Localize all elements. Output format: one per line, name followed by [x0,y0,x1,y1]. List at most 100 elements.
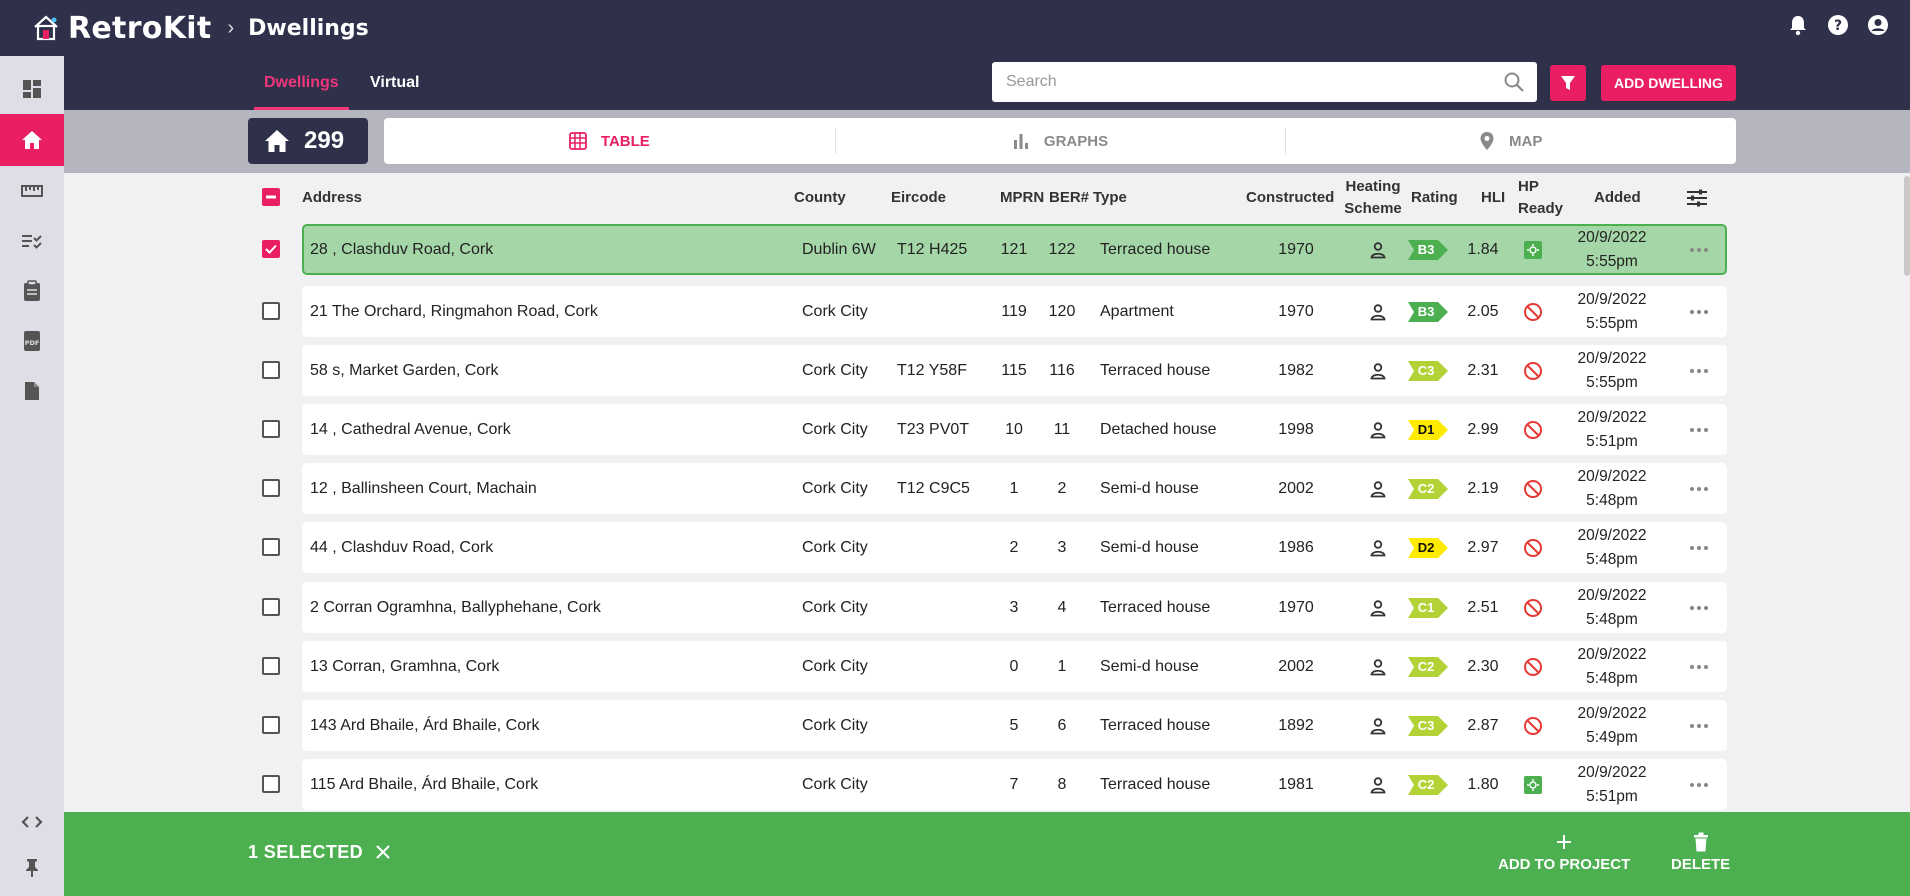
cell-rating: C2 [1408,463,1448,514]
col-constructed[interactable]: Constructed [1246,189,1335,207]
cell-constructed: 1970 [1278,240,1314,258]
row-more-icon[interactable] [1686,759,1712,810]
table-row[interactable]: 44 , Clashduv Road, Cork Cork City 2 3 Semi-… [302,522,1727,573]
table-row[interactable]: 14 , Cathedral Avenue, Cork Cork City T23 … [302,404,1727,455]
table-row[interactable]: 21 The Orchard, Ringmahon Road, Cork Cork… [302,286,1727,337]
view-map[interactable]: MAP [1285,118,1736,164]
search-input[interactable] [1006,73,1486,91]
table-row[interactable]: 143 Ard Bhaile, Árd Bhaile, Cork Cork Cit… [302,700,1727,751]
table-row[interactable]: 28 , Clashduv Road, Cork Dublin 6W T12 H42… [302,224,1727,275]
row-more-icon[interactable] [1686,226,1712,273]
ber-rating-badge: D1 [1408,419,1448,440]
scrollbar[interactable] [1904,176,1910,276]
add-to-project-button[interactable]: ADD TO PROJECT [1498,830,1630,873]
col-mprn[interactable]: MPRN [1000,189,1045,207]
heating-scheme-user-icon[interactable] [1358,463,1398,514]
sidebar-item-measure[interactable] [0,166,64,216]
heating-scheme-user-icon[interactable] [1358,700,1398,751]
col-heating-scheme[interactable]: Heating Scheme [1338,174,1408,222]
cell-address: 12 , Ballinsheen Court, Machain [310,479,537,497]
row-checkbox[interactable] [262,240,280,258]
row-checkbox[interactable] [262,598,280,616]
col-eircode[interactable]: Eircode [891,189,947,207]
view-table[interactable]: TABLE [384,118,835,164]
sidebar-item-code[interactable] [0,802,64,842]
cell-added: 20/9/2022 5:55pm [1570,226,1654,273]
row-checkbox[interactable] [262,775,280,793]
row-more-icon[interactable] [1686,700,1712,751]
cell-ber-number: 2 [1057,479,1067,497]
heating-scheme-user-icon[interactable] [1358,286,1398,337]
delete-button[interactable]: DELETE [1671,830,1730,873]
col-type[interactable]: Type [1093,189,1127,207]
row-more-icon[interactable] [1686,641,1712,692]
col-address[interactable]: Address [302,189,363,207]
row-more-icon[interactable] [1686,582,1712,633]
table-row[interactable]: 12 , Ballinsheen Court, Machain Cork City… [302,463,1727,514]
col-heating-line2: Scheme [1344,200,1402,217]
row-checkbox[interactable] [262,716,280,734]
row-more-icon[interactable] [1686,463,1712,514]
cell-mprn: 3 [1009,598,1019,616]
row-checkbox[interactable] [262,361,280,379]
table-row[interactable]: 2 Corran Ogramhna, Ballyphehane, Cork Cor… [302,582,1727,633]
trash-icon [1693,830,1709,854]
col-hli[interactable]: HLI [1481,189,1506,207]
row-checkbox[interactable] [262,479,280,497]
row-checkbox[interactable] [262,420,280,438]
cell-eircode: T23 PV0T [897,420,970,438]
table-row[interactable]: 13 Corran, Gramhna, Cork Cork City 0 1 Semi-… [302,641,1727,692]
cell-ber-number: 122 [1048,240,1076,258]
sidebar-item-dwellings[interactable] [0,114,64,166]
table-row[interactable]: 115 Ard Bhaile, Árd Bhaile, Cork Cork Cit… [302,759,1727,810]
ber-rating-label: C3 [1417,362,1435,378]
row-more-icon[interactable] [1686,286,1712,337]
col-rating[interactable]: Rating [1411,189,1458,207]
heating-scheme-user-icon[interactable] [1358,404,1398,455]
heating-scheme-user-icon[interactable] [1358,582,1398,633]
notifications-bell-icon[interactable] [1786,13,1810,37]
cell-ber-number: 6 [1057,716,1067,734]
column-settings[interactable] [1686,174,1708,222]
heating-scheme-user-icon[interactable] [1358,522,1398,573]
sidebar-item-documents[interactable] [0,366,64,416]
heating-scheme-user-icon[interactable] [1358,345,1398,396]
row-checkbox[interactable] [262,538,280,556]
row-more-icon[interactable] [1686,522,1712,573]
heating-scheme-user-icon[interactable] [1358,641,1398,692]
breadcrumb-separator: › [227,16,235,39]
added-time: 5:55pm [1586,314,1638,332]
add-dwelling-button[interactable]: ADD DWELLING [1601,65,1736,101]
heating-scheme-user-icon[interactable] [1358,226,1398,273]
search-icon[interactable] [1503,71,1525,98]
tab-virtual[interactable]: Virtual [370,74,420,91]
ber-rating-badge: C3 [1408,715,1448,736]
col-hp-line1: HP [1518,178,1539,196]
help-icon[interactable]: ? [1826,13,1850,37]
row-more-icon[interactable] [1686,404,1712,455]
row-checkbox[interactable] [262,302,280,320]
cell-county: Cork City [802,302,868,320]
select-all-checkbox[interactable] [262,188,280,206]
tab-dwellings[interactable]: Dwellings [254,56,349,110]
sidebar-pin[interactable] [0,848,64,888]
sidebar-item-dashboard[interactable] [0,64,64,114]
col-added[interactable]: Added [1594,189,1641,207]
col-hp-line2: Ready [1518,200,1564,217]
filter-button[interactable] [1550,65,1586,101]
sidebar-item-tasks[interactable] [0,216,64,266]
code-icon [21,816,43,828]
sidebar-item-pdf[interactable]: PDF [0,316,64,366]
table-row[interactable]: 58 s, Market Garden, Cork Cork City T12 Y5… [302,345,1727,396]
clear-selection-button[interactable] [371,840,395,864]
row-more-icon[interactable] [1686,345,1712,396]
sidebar-item-reports[interactable] [0,266,64,316]
col-ber-number[interactable]: BER# [1049,189,1090,207]
heating-scheme-user-icon[interactable] [1358,759,1398,810]
row-checkbox[interactable] [262,657,280,675]
account-icon[interactable] [1866,13,1890,37]
view-graphs[interactable]: GRAPHS [834,118,1286,164]
col-county[interactable]: County [794,189,846,207]
brand[interactable]: RetroKit [32,11,211,46]
col-hp-ready[interactable]: HP Ready [1518,174,1563,222]
